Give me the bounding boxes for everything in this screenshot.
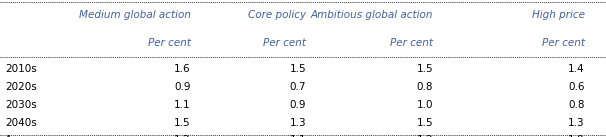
Text: 1.4: 1.4 <box>568 64 585 74</box>
Text: 0.6: 0.6 <box>568 82 585 92</box>
Text: 2020s: 2020s <box>5 82 36 92</box>
Text: 2030s: 2030s <box>5 100 36 110</box>
Text: 0.9: 0.9 <box>175 82 191 92</box>
Text: 1.5: 1.5 <box>290 64 306 74</box>
Text: Per cent: Per cent <box>542 38 585 48</box>
Text: Ambitious global action: Ambitious global action <box>311 10 433 20</box>
Text: 0.7: 0.7 <box>290 82 306 92</box>
Text: 1.6: 1.6 <box>175 64 191 74</box>
Text: 1.3: 1.3 <box>290 118 306 128</box>
Text: 1.3: 1.3 <box>568 118 585 128</box>
Text: 0.8: 0.8 <box>568 100 585 110</box>
Text: Medium global action: Medium global action <box>79 10 191 20</box>
Text: Per cent: Per cent <box>263 38 306 48</box>
Text: High price: High price <box>532 10 585 20</box>
Text: 1.2: 1.2 <box>175 135 191 137</box>
Text: 1.2: 1.2 <box>417 135 433 137</box>
Text: 1.1: 1.1 <box>175 100 191 110</box>
Text: Core policy: Core policy <box>248 10 306 20</box>
Text: 1.5: 1.5 <box>175 118 191 128</box>
Text: Average: Average <box>5 135 48 137</box>
Text: 1.0: 1.0 <box>417 100 433 110</box>
Text: 1.1: 1.1 <box>290 135 306 137</box>
Text: 1.5: 1.5 <box>417 64 433 74</box>
Text: Per cent: Per cent <box>390 38 433 48</box>
Text: 0.9: 0.9 <box>290 100 306 110</box>
Text: 1.5: 1.5 <box>417 118 433 128</box>
Text: 0.8: 0.8 <box>417 82 433 92</box>
Text: 1.0: 1.0 <box>568 135 585 137</box>
Text: Per cent: Per cent <box>148 38 191 48</box>
Text: 2010s: 2010s <box>5 64 36 74</box>
Text: 2040s: 2040s <box>5 118 36 128</box>
